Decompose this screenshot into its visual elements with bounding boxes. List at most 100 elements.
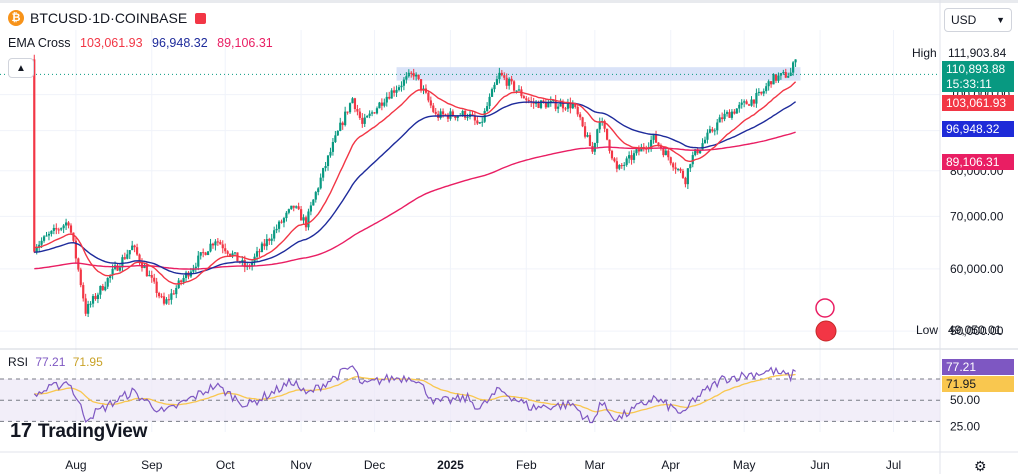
candle-body [419, 79, 423, 90]
candle-body [569, 102, 572, 109]
candle-body [390, 90, 393, 99]
ema-slow-line [34, 131, 796, 270]
candle-body [255, 251, 259, 257]
candle-body [762, 91, 765, 94]
candle-body [397, 87, 401, 90]
candle-body [716, 122, 719, 131]
candle-body [361, 117, 364, 124]
candle-body [197, 255, 200, 267]
candle-body [598, 122, 601, 130]
currency-select[interactable]: USD ▼ [944, 8, 1012, 32]
candle-body [194, 266, 197, 269]
candle-body [623, 164, 626, 166]
candle-body [341, 122, 344, 126]
candle-body [684, 177, 687, 185]
gear-icon[interactable]: ⚙ [974, 458, 987, 474]
price-tick-label: 70,000.00 [950, 209, 1004, 223]
tradingview-mark-icon: 17 [10, 420, 32, 442]
time-tick-label: Nov [290, 458, 311, 472]
rsi-tick-label: 25.00 [950, 420, 980, 434]
candle-body [772, 74, 775, 85]
candle-body [618, 165, 621, 169]
high-value: 111,903.84 [948, 46, 1007, 60]
candle-body [760, 91, 763, 94]
candle-body [153, 277, 156, 282]
candle-body [165, 299, 168, 304]
symbol-title[interactable]: ₿ BTCUSD · 1D · COINBASE [8, 10, 207, 26]
candle-body [148, 275, 151, 277]
candle-body [583, 126, 587, 137]
candle-body [650, 139, 653, 148]
candle-body [669, 157, 672, 164]
candle-body [395, 89, 398, 93]
collapse-legend-button[interactable]: ▲ [8, 58, 34, 78]
candle-body [588, 135, 592, 147]
rsi-tag: 77.21 [942, 359, 1014, 375]
candle-body [625, 158, 628, 165]
candle-body [126, 254, 129, 259]
candle-body [243, 260, 246, 268]
candle-body [368, 113, 371, 116]
time-tick-label: Sep [141, 458, 163, 472]
time-tick-label: Apr [661, 458, 680, 472]
candle-body [755, 93, 758, 104]
candle-body [608, 139, 611, 151]
candle-body [233, 252, 237, 254]
currency-label: USD [951, 13, 977, 27]
ema-indicator-name: EMA Cross [8, 36, 71, 50]
candle-body [613, 158, 616, 162]
candle-body [346, 111, 349, 113]
candle-body [508, 78, 511, 86]
candle-body [170, 293, 173, 300]
candle-body [517, 89, 521, 91]
rsi-ma-value: 71.95 [72, 355, 103, 369]
candle-body [706, 132, 709, 140]
market-status-icon[interactable] [195, 12, 207, 24]
rsi-legend[interactable]: RSI 77.21 71.95 [8, 355, 103, 369]
candle-body [180, 280, 183, 282]
candle-body [725, 112, 729, 114]
candle-body [439, 111, 442, 119]
rsi-line [33, 365, 796, 424]
candle-body [635, 149, 638, 154]
flag-icon [815, 320, 837, 342]
candle-body [192, 268, 195, 272]
candle-body [111, 268, 114, 275]
ema-fast-tag: 103,061.93 [942, 95, 1014, 111]
candle-body [302, 217, 305, 221]
candle-body [101, 285, 104, 291]
candle-body [441, 111, 445, 115]
candle-body [82, 285, 85, 299]
tradingview-logo[interactable]: 17 TradingView [10, 420, 147, 443]
candle-body [527, 100, 530, 102]
supply-zone-rect [396, 67, 801, 81]
candle-body [380, 102, 383, 106]
candle-body [694, 149, 697, 156]
ema-mid-tag: 96,948.32 [942, 121, 1014, 137]
candle-body [231, 253, 234, 256]
news-icon [815, 298, 835, 318]
candle-body [711, 129, 714, 132]
candle-body [542, 100, 545, 103]
candle-body [782, 72, 785, 74]
low-value: 49,050.01 [948, 323, 1002, 337]
candle-body [143, 265, 146, 268]
candle-body [794, 59, 797, 63]
candle-body [488, 96, 491, 107]
candle-body [429, 100, 432, 106]
candle-body [123, 257, 126, 259]
rsi-tick-label: 50.00 [950, 393, 980, 407]
ema-legend[interactable]: EMA Cross 103,061.93 96,948.32 89,106.31 [8, 36, 279, 50]
candle-body [747, 104, 751, 106]
candle-body [410, 72, 413, 74]
candle-body [99, 285, 102, 295]
interval-label[interactable]: 1D [92, 10, 111, 26]
candle-body [461, 111, 464, 116]
candle-body [757, 91, 760, 94]
candle-body [503, 75, 506, 78]
candle-body [150, 275, 153, 278]
candle-body [432, 105, 435, 112]
candle-body [730, 111, 734, 118]
